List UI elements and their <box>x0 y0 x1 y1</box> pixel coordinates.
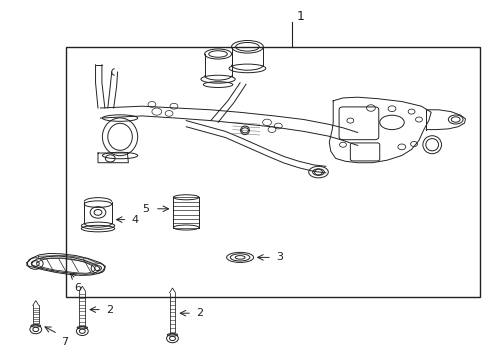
Text: 6: 6 <box>74 283 81 293</box>
Text: 1: 1 <box>296 10 304 23</box>
Text: 3: 3 <box>276 252 283 262</box>
Text: 2: 2 <box>196 308 203 318</box>
Text: 2: 2 <box>106 305 113 315</box>
Bar <box>66 47 480 297</box>
Text: 4: 4 <box>131 215 139 225</box>
Polygon shape <box>38 255 98 266</box>
Text: 7: 7 <box>61 337 69 347</box>
Text: 5: 5 <box>142 204 149 214</box>
